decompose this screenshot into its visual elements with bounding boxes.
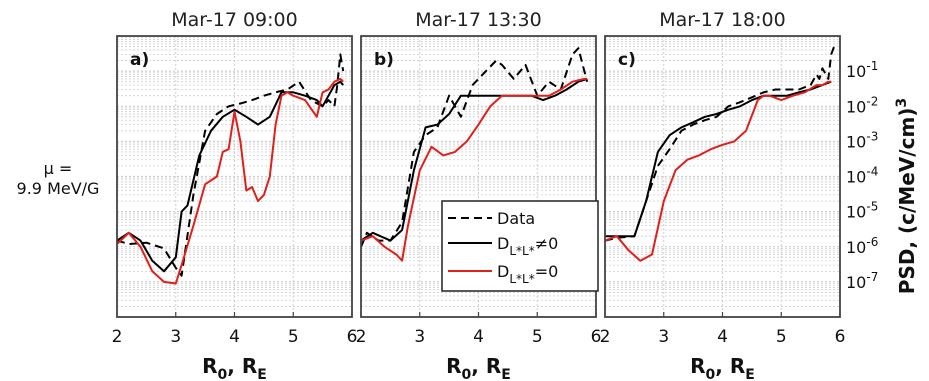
y-tick-exp: -5 <box>866 200 878 214</box>
series-zero-line <box>361 77 588 262</box>
series-data-line <box>117 53 345 277</box>
y-tick-base: 10 <box>846 238 866 257</box>
panel-letter: a) <box>130 50 149 70</box>
y-tick-label: 10-2 <box>846 94 878 116</box>
x-tick-label: 6 <box>591 327 602 347</box>
series-data-line <box>361 47 589 248</box>
x-tick-label: 6 <box>835 327 846 347</box>
y-axis-title-sup: 3 <box>894 98 910 108</box>
panel-title: Mar-17 13:30 <box>415 9 541 31</box>
x-tick-label: 5 <box>776 327 787 347</box>
legend-label-data: Data <box>497 209 535 228</box>
y-tick-exp: -3 <box>866 129 878 143</box>
panel-title: Mar-17 09:00 <box>171 9 297 31</box>
x-tick-label: 4 <box>717 327 728 347</box>
x-tick-label: 4 <box>473 327 484 347</box>
legend-zero-tail: =0 <box>535 262 559 281</box>
y-tick-label: 10-3 <box>846 129 878 151</box>
x-axis-title-main: R <box>690 354 705 378</box>
y-tick-base: 10 <box>846 97 866 116</box>
y-tick-exp: -4 <box>866 165 878 179</box>
legend-label-zero: DL*L*=0 <box>497 262 558 286</box>
panel-1: 2 3 4 5 6 Mar-17 09:00 a) R0, RE <box>112 9 358 381</box>
y-tick-base: 10 <box>846 168 866 187</box>
y-tick-exp: -2 <box>866 94 878 108</box>
y-tick-exp: -6 <box>866 235 878 249</box>
x-tick-label: 3 <box>658 327 669 347</box>
legend-nonzero-sub: L*L* <box>509 244 534 258</box>
legend-zero-sub: L*L* <box>509 272 534 286</box>
y-tick-exp: -7 <box>866 270 878 284</box>
legend-label-nonzero: DL*L*≠0 <box>497 234 558 258</box>
x-tick-label: 2 <box>600 327 611 347</box>
x-axis-title-rest: , R <box>471 354 501 378</box>
x-tick-label: 2 <box>356 327 367 347</box>
x-axis-title-rest: , R <box>715 354 745 378</box>
x-tick-label: 4 <box>229 327 240 347</box>
panel-3: 2 3 4 5 6 Mar-17 18:00 c) R0, RE <box>600 9 846 381</box>
y-tick-base: 10 <box>846 62 866 81</box>
mu-label-line2: 9.9 MeV/G <box>17 179 100 198</box>
panel-letter: b) <box>374 50 394 70</box>
x-tick-label: 3 <box>170 327 181 347</box>
x-axis-title: R0, RE <box>446 354 511 381</box>
x-axis-title-rest: , R <box>227 354 257 378</box>
x-axis-title-sub: 0 <box>218 367 228 381</box>
y-tick-label: 10-6 <box>846 235 878 257</box>
y-tick-label: 10-4 <box>846 165 878 187</box>
x-tick-label: 2 <box>112 327 123 347</box>
x-axis-title-main: R <box>202 354 217 378</box>
x-axis-title-sub2: E <box>501 367 511 381</box>
x-axis-title: R0, RE <box>202 354 267 381</box>
mu-label-line1: μ = <box>44 159 73 178</box>
x-tick-label: 5 <box>288 327 299 347</box>
y-tick-label: 10-5 <box>846 200 878 222</box>
x-axis-title-sub: 0 <box>462 367 472 381</box>
y-tick-labels: 10-110-210-310-410-510-610-7 <box>846 59 878 292</box>
x-tick-label: 3 <box>414 327 425 347</box>
series-nonzero-line <box>361 77 588 242</box>
y-tick-label: 10-7 <box>846 270 878 292</box>
y-tick-exp: -1 <box>866 59 878 73</box>
series-nonzero-line <box>117 80 344 273</box>
y-tick-label: 10-1 <box>846 59 878 81</box>
legend-nonzero-tail: ≠0 <box>535 234 559 253</box>
x-axis-title-sub: 0 <box>706 367 716 381</box>
x-tick-label: 6 <box>347 327 358 347</box>
series-data-line <box>605 46 836 242</box>
panel-letter: c) <box>618 50 636 70</box>
x-tick-label: 5 <box>532 327 543 347</box>
x-axis-title-sub2: E <box>257 367 267 381</box>
y-axis-title-main: PSD, (c/MeV/cm) <box>895 108 919 295</box>
y-tick-base: 10 <box>846 273 866 292</box>
legend: Data DL*L*≠0 DL*L*=0 <box>441 200 599 292</box>
panel-title: Mar-17 18:00 <box>659 9 785 31</box>
x-axis-title: R0, RE <box>690 354 755 381</box>
x-axis-title-main: R <box>446 354 461 378</box>
legend-nonzero-main: D <box>497 234 509 253</box>
y-tick-base: 10 <box>846 203 866 222</box>
panel-2: 2 3 4 5 6 Mar-17 13:30 b) R0, RE <box>356 9 602 381</box>
legend-box <box>441 200 599 292</box>
series-zero-line <box>117 77 344 285</box>
x-axis-title-sub2: E <box>745 367 755 381</box>
y-tick-base: 10 <box>846 132 866 151</box>
y-axis-title: PSD, (c/MeV/cm)3 <box>894 98 919 294</box>
legend-zero-main: D <box>497 262 509 281</box>
series-zero-line <box>605 80 832 262</box>
series-nonzero-line <box>605 80 832 238</box>
